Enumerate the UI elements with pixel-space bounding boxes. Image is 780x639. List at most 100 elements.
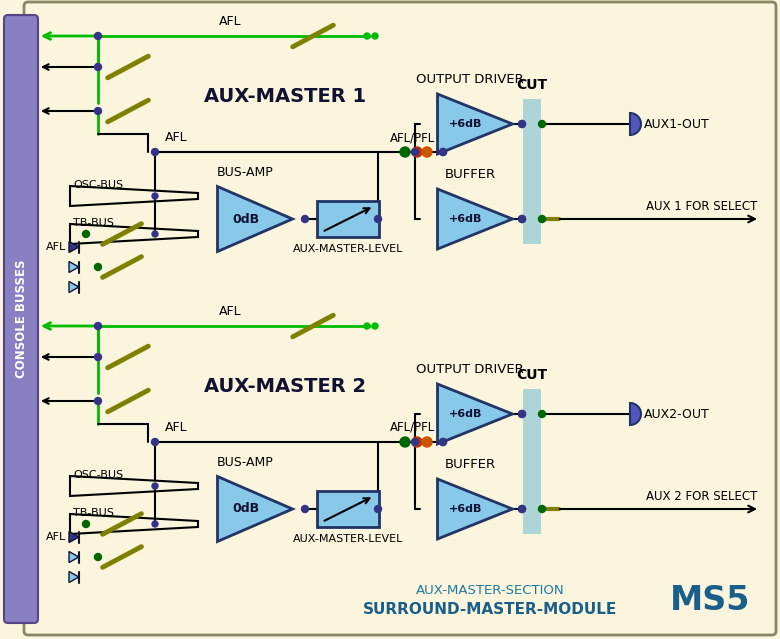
Circle shape bbox=[538, 410, 545, 417]
Circle shape bbox=[94, 323, 101, 330]
Circle shape bbox=[94, 353, 101, 360]
Polygon shape bbox=[438, 384, 512, 444]
Text: AFL: AFL bbox=[165, 421, 188, 434]
Circle shape bbox=[519, 505, 526, 512]
Text: AFL: AFL bbox=[165, 131, 188, 144]
Text: 0dB: 0dB bbox=[232, 502, 259, 516]
Text: AUX 2 FOR SELECT: AUX 2 FOR SELECT bbox=[646, 490, 757, 503]
Text: +6dB: +6dB bbox=[449, 119, 482, 129]
Text: SURROUND-MASTER-MODULE: SURROUND-MASTER-MODULE bbox=[363, 601, 617, 617]
FancyBboxPatch shape bbox=[4, 15, 38, 623]
Text: OUTPUT DRIVER: OUTPUT DRIVER bbox=[416, 363, 524, 376]
Polygon shape bbox=[218, 187, 292, 252]
Circle shape bbox=[151, 148, 158, 155]
Text: CONSOLE BUSSES: CONSOLE BUSSES bbox=[15, 259, 27, 378]
Polygon shape bbox=[69, 282, 79, 293]
Polygon shape bbox=[218, 477, 292, 541]
Circle shape bbox=[439, 438, 446, 445]
Wedge shape bbox=[630, 113, 641, 135]
Text: BUFFER: BUFFER bbox=[445, 458, 495, 471]
Circle shape bbox=[374, 505, 381, 512]
Polygon shape bbox=[70, 224, 198, 244]
Polygon shape bbox=[69, 551, 79, 562]
Circle shape bbox=[412, 437, 422, 447]
Circle shape bbox=[152, 483, 158, 489]
Circle shape bbox=[412, 147, 422, 157]
Circle shape bbox=[422, 147, 432, 157]
Circle shape bbox=[519, 215, 526, 222]
Circle shape bbox=[94, 397, 101, 404]
Circle shape bbox=[302, 215, 309, 222]
Circle shape bbox=[372, 323, 378, 329]
Circle shape bbox=[412, 148, 419, 155]
Text: AFL: AFL bbox=[218, 15, 241, 28]
Circle shape bbox=[519, 215, 526, 222]
Polygon shape bbox=[70, 476, 198, 496]
Polygon shape bbox=[70, 514, 198, 534]
Polygon shape bbox=[69, 261, 79, 272]
Circle shape bbox=[94, 107, 101, 114]
Circle shape bbox=[364, 323, 370, 329]
Circle shape bbox=[422, 437, 432, 447]
Circle shape bbox=[519, 121, 526, 128]
Polygon shape bbox=[438, 94, 512, 154]
Circle shape bbox=[94, 263, 101, 270]
Text: BUS-AMP: BUS-AMP bbox=[217, 456, 273, 469]
Text: +6dB: +6dB bbox=[449, 504, 482, 514]
Circle shape bbox=[439, 148, 446, 155]
Text: AUX-MASTER 1: AUX-MASTER 1 bbox=[204, 86, 366, 105]
Text: CUT: CUT bbox=[516, 368, 548, 382]
Text: AUX-MASTER-LEVEL: AUX-MASTER-LEVEL bbox=[292, 534, 403, 544]
Circle shape bbox=[94, 553, 101, 560]
Circle shape bbox=[519, 121, 526, 128]
Text: AUX 1 FOR SELECT: AUX 1 FOR SELECT bbox=[646, 200, 757, 213]
Text: TB-BUS: TB-BUS bbox=[73, 218, 114, 228]
Text: AFL/PFL: AFL/PFL bbox=[390, 421, 435, 434]
Polygon shape bbox=[69, 571, 79, 583]
Circle shape bbox=[412, 438, 419, 445]
Text: AUX-MASTER-SECTION: AUX-MASTER-SECTION bbox=[416, 585, 564, 597]
Text: AFL: AFL bbox=[218, 305, 241, 318]
Circle shape bbox=[94, 63, 101, 70]
Text: BUS-AMP: BUS-AMP bbox=[217, 166, 273, 179]
Circle shape bbox=[519, 505, 526, 512]
Circle shape bbox=[400, 437, 410, 447]
Circle shape bbox=[83, 231, 90, 238]
Text: TB-BUS: TB-BUS bbox=[73, 508, 114, 518]
Circle shape bbox=[151, 438, 158, 445]
Text: AFL/PFL: AFL/PFL bbox=[390, 131, 435, 144]
Circle shape bbox=[374, 215, 381, 222]
Text: +6dB: +6dB bbox=[449, 214, 482, 224]
Circle shape bbox=[519, 410, 526, 417]
Bar bbox=[523, 99, 541, 244]
Text: AFL: AFL bbox=[46, 242, 66, 252]
Text: OSC-BUS: OSC-BUS bbox=[73, 470, 123, 480]
Text: AUX2-OUT: AUX2-OUT bbox=[644, 408, 710, 420]
Wedge shape bbox=[630, 403, 641, 425]
Text: AUX1-OUT: AUX1-OUT bbox=[644, 118, 710, 130]
Polygon shape bbox=[70, 186, 198, 206]
Text: +6dB: +6dB bbox=[449, 409, 482, 419]
Circle shape bbox=[152, 231, 158, 237]
Circle shape bbox=[364, 33, 370, 39]
Circle shape bbox=[372, 33, 378, 39]
Circle shape bbox=[152, 193, 158, 199]
Polygon shape bbox=[438, 479, 512, 539]
Circle shape bbox=[439, 438, 446, 445]
Circle shape bbox=[538, 215, 545, 222]
Circle shape bbox=[538, 505, 545, 512]
Circle shape bbox=[538, 121, 545, 128]
FancyBboxPatch shape bbox=[24, 2, 776, 635]
Text: BUFFER: BUFFER bbox=[445, 168, 495, 181]
Circle shape bbox=[83, 521, 90, 528]
Circle shape bbox=[152, 521, 158, 527]
Text: CUT: CUT bbox=[516, 78, 548, 92]
Circle shape bbox=[519, 410, 526, 417]
Polygon shape bbox=[438, 189, 512, 249]
Text: AUX-MASTER 2: AUX-MASTER 2 bbox=[204, 376, 366, 396]
Bar bbox=[317, 201, 379, 237]
Text: MS5: MS5 bbox=[670, 585, 750, 617]
Text: OUTPUT DRIVER: OUTPUT DRIVER bbox=[416, 73, 524, 86]
Circle shape bbox=[302, 505, 309, 512]
Circle shape bbox=[439, 148, 446, 155]
